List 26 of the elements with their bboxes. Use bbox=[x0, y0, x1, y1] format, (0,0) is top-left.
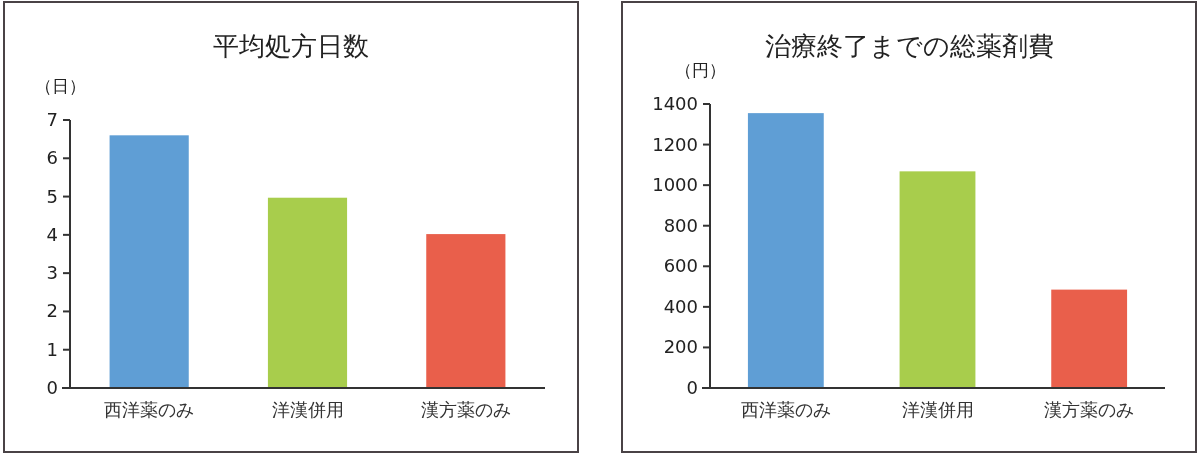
chart-title: 平均処方日数 bbox=[213, 31, 369, 61]
y-tick-label: 800 bbox=[663, 214, 698, 236]
y-tick-label: 1400 bbox=[652, 93, 698, 114]
y-tick-label: 2 bbox=[46, 300, 58, 322]
y-tick-label: 7 bbox=[46, 109, 58, 130]
y-tick-label: 1 bbox=[46, 338, 58, 360]
x-tick-label: 西洋薬のみ bbox=[740, 399, 831, 420]
x-tick-label: 漢方薬のみ bbox=[1044, 399, 1135, 420]
x-tick-label: 洋漢併用 bbox=[271, 399, 344, 420]
x-tick-label: 洋漢併用 bbox=[901, 399, 974, 420]
y-tick-label: 1000 bbox=[652, 174, 698, 196]
y-tick-label: 600 bbox=[663, 255, 698, 277]
y-tick-label: 6 bbox=[46, 147, 58, 169]
y-tick-label: 3 bbox=[46, 262, 58, 284]
x-tick-label: 漢方薬のみ bbox=[420, 399, 511, 420]
chart-title: 治療終了までの総薬剤費 bbox=[764, 31, 1054, 61]
y-tick-label: 0 bbox=[686, 377, 698, 398]
y-axis-title: （円） bbox=[674, 60, 726, 80]
y-tick-label: 1200 bbox=[652, 133, 698, 155]
y-axis-title: （日） bbox=[34, 76, 86, 96]
y-tick-label: 4 bbox=[46, 223, 58, 245]
y-tick-label: 5 bbox=[46, 185, 58, 207]
y-tick-label: 0 bbox=[46, 377, 58, 398]
y-tick-label: 200 bbox=[663, 336, 698, 358]
x-tick-label: 西洋薬のみ bbox=[104, 399, 195, 420]
y-tick-label: 400 bbox=[663, 295, 698, 317]
